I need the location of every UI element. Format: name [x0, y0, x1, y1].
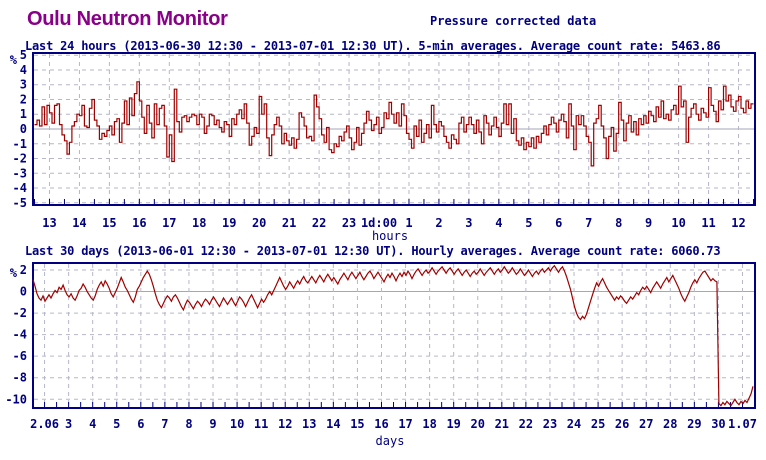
x-tick-label: 8 [615, 216, 622, 230]
x-tick-label: 1d:00 [361, 216, 397, 230]
x-tick-label: 20 [252, 216, 266, 230]
y-tick-label: 5 [20, 48, 27, 62]
x-tick-label: 24 [567, 417, 581, 431]
x-axis-label: days [376, 434, 405, 448]
x-tick-label: 3 [465, 216, 472, 230]
chart-24h-title: Last 24 hours (2013-06-30 12:30 - 2013-0… [25, 39, 721, 53]
x-tick-label: 23 [342, 216, 356, 230]
y-axis-unit: % [10, 266, 18, 280]
y-tick-label: 3 [20, 78, 27, 92]
y-tick-label: -3 [13, 166, 27, 180]
x-tick-label: 19 [446, 417, 460, 431]
series-24h-line [34, 81, 754, 167]
x-tick-label: 18 [192, 216, 206, 230]
x-tick-label: 12 [278, 417, 292, 431]
x-tick-label: 5 [525, 216, 532, 230]
x-tick-label: 16 [374, 417, 388, 431]
y-tick-label: 0 [20, 122, 27, 136]
x-tick-label: 15 [102, 216, 116, 230]
x-tick-label: 11 [701, 216, 715, 230]
x-tick-label: 9 [209, 417, 216, 431]
x-tick-label: 14 [72, 216, 86, 230]
x-tick-label: 10 [230, 417, 244, 431]
page-title: Oulu Neutron Monitor [27, 8, 228, 30]
x-tick-label: 2.06 [30, 417, 59, 431]
y-tick-label: -6 [13, 349, 27, 363]
x-tick-label: 13 [42, 216, 56, 230]
x-tick-label: 17 [398, 417, 412, 431]
x-tick-label: 13 [302, 417, 316, 431]
x-tick-label: 10 [671, 216, 685, 230]
x-tick-label: 16 [132, 216, 146, 230]
y-tick-label: 4 [20, 63, 27, 77]
y-tick-label: -2 [13, 306, 27, 320]
x-tick-label: 30 [711, 417, 725, 431]
y-tick-label: -8 [13, 371, 27, 385]
x-tick-label: 5 [113, 417, 120, 431]
x-tick-label: 19 [222, 216, 236, 230]
x-tick-label: 6 [555, 216, 562, 230]
x-tick-label: 14 [326, 417, 340, 431]
x-tick-label: 27 [639, 417, 653, 431]
x-tick-label: 26 [615, 417, 629, 431]
x-tick-label: 2 [435, 216, 442, 230]
y-tick-label: -5 [13, 196, 27, 210]
x-tick-label: 20 [471, 417, 485, 431]
x-tick-label: 7 [161, 417, 168, 431]
x-tick-label: 15 [350, 417, 364, 431]
x-tick-label: 6 [137, 417, 144, 431]
x-tick-label: 9 [645, 216, 652, 230]
plot-frame [32, 262, 756, 409]
x-tick-label: 29 [687, 417, 701, 431]
y-tick-label: 0 [20, 285, 27, 299]
y-tick-label: 2 [20, 263, 27, 277]
x-tick-label: 12 [731, 216, 745, 230]
x-tick-label: 1 [405, 216, 412, 230]
series-30d-line [32, 264, 754, 407]
x-axis-label: hours [372, 229, 408, 243]
y-tick-label: -2 [13, 152, 27, 166]
x-tick-label: 7 [585, 216, 592, 230]
chart-30d-title: Last 30 days (2013-06-01 12:30 - 2013-07… [25, 244, 721, 258]
y-axis-unit: % [10, 53, 18, 67]
x-tick-label: 4 [495, 216, 502, 230]
x-tick-label: 11 [254, 417, 268, 431]
x-tick-label: 1.07 [728, 417, 757, 431]
x-tick-label: 3 [65, 417, 72, 431]
x-tick-label: 23 [543, 417, 557, 431]
subtitle-pressure-corrected: Pressure corrected data [430, 14, 597, 28]
x-tick-label: 21 [495, 417, 509, 431]
x-tick-label: 21 [282, 216, 296, 230]
x-tick-label: 17 [162, 216, 176, 230]
x-tick-label: 22 [312, 216, 326, 230]
y-tick-label: -10 [5, 392, 27, 406]
x-tick-label: 8 [185, 417, 192, 431]
x-tick-label: 18 [422, 417, 436, 431]
y-tick-label: -4 [13, 328, 27, 342]
x-tick-label: 28 [663, 417, 677, 431]
plot-frame [32, 52, 756, 206]
y-tick-label: 2 [20, 92, 27, 106]
x-tick-label: 4 [89, 417, 96, 431]
x-tick-label: 22 [519, 417, 533, 431]
y-tick-label: 1 [20, 107, 27, 121]
x-tick-label: 25 [591, 417, 605, 431]
y-tick-label: -1 [13, 137, 27, 151]
y-tick-label: -4 [13, 181, 27, 195]
